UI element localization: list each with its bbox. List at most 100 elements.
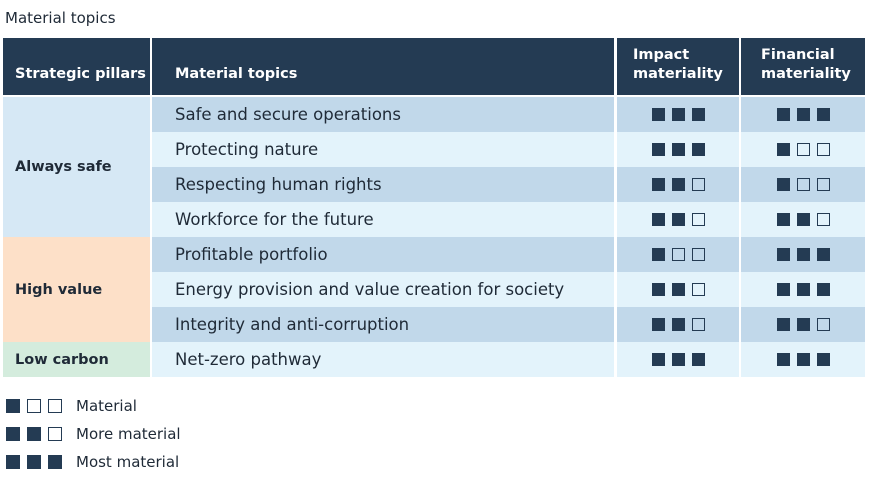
- legend-label: More material: [76, 425, 181, 443]
- legend-square-filled: [48, 455, 62, 469]
- legend-square-filled: [6, 427, 20, 441]
- impact-square-filled: [671, 143, 685, 156]
- material-topic-label: Net-zero pathway: [152, 342, 614, 377]
- impact-square-filled: [651, 108, 665, 121]
- financial-square-empty: [796, 178, 810, 191]
- impact-square-empty: [691, 213, 705, 226]
- pillar-high-value: High value: [3, 237, 150, 342]
- impact-materiality-rating: [617, 307, 739, 342]
- financial-materiality-rating: [741, 237, 865, 272]
- impact-square-filled: [651, 248, 665, 261]
- impact-square-filled: [691, 353, 705, 366]
- table-row: Safe and secure operations: [152, 97, 865, 132]
- impact-materiality-rating: [617, 342, 739, 377]
- financial-square-filled: [796, 353, 810, 366]
- financial-square-filled: [776, 178, 790, 191]
- financial-square-filled: [816, 108, 830, 121]
- impact-square-empty: [671, 248, 685, 261]
- financial-materiality-rating: [741, 272, 865, 307]
- header-impact-line1: Impact: [633, 47, 690, 63]
- financial-materiality-rating: [741, 342, 865, 377]
- table-row: Respecting human rights: [152, 167, 865, 202]
- financial-materiality-rating: [741, 202, 865, 237]
- table-header: Strategic pillars Material topics Impact…: [3, 38, 865, 95]
- impact-square-filled: [671, 213, 685, 226]
- financial-square-empty: [816, 143, 830, 156]
- header-material-topics: Material topics: [152, 38, 614, 95]
- table-row: Profitable portfolio: [152, 237, 865, 272]
- financial-square-filled: [796, 283, 810, 296]
- impact-square-empty: [691, 283, 705, 296]
- impact-square-filled: [651, 178, 665, 191]
- financial-square-filled: [776, 213, 790, 226]
- header-financial-line1: Financial: [761, 47, 835, 63]
- financial-square-filled: [816, 283, 830, 296]
- financial-square-filled: [776, 143, 790, 156]
- header-financial-line2: materiality: [761, 66, 851, 82]
- impact-square-empty: [691, 178, 705, 191]
- impact-square-filled: [691, 143, 705, 156]
- impact-square-filled: [651, 213, 665, 226]
- financial-materiality-rating: [741, 97, 865, 132]
- financial-square-filled: [776, 353, 790, 366]
- financial-square-empty: [816, 318, 830, 331]
- legend-label: Most material: [76, 453, 180, 471]
- material-topic-label: Energy provision and value creation for …: [152, 272, 614, 307]
- table-row: Workforce for the future: [152, 202, 865, 237]
- header-impact-materiality: Impact materiality: [617, 38, 739, 95]
- impact-square-filled: [671, 318, 685, 331]
- financial-square-empty: [816, 213, 830, 226]
- table-row: Protecting nature: [152, 132, 865, 167]
- material-topic-label: Protecting nature: [152, 132, 614, 167]
- table-row: Net-zero pathway: [152, 342, 865, 377]
- financial-square-filled: [816, 248, 830, 261]
- legend-label: Material: [76, 397, 137, 415]
- pillar-low-carbon: Low carbon: [3, 342, 150, 377]
- material-topic-label: Safe and secure operations: [152, 97, 614, 132]
- impact-materiality-rating: [617, 97, 739, 132]
- impact-square-filled: [671, 178, 685, 191]
- legend-square-filled: [6, 455, 20, 469]
- impact-square-filled: [691, 108, 705, 121]
- header-strategic-pillars: Strategic pillars: [3, 38, 150, 95]
- financial-square-filled: [796, 248, 810, 261]
- financial-square-filled: [796, 108, 810, 121]
- legend-square-empty: [48, 427, 62, 441]
- impact-materiality-rating: [617, 237, 739, 272]
- impact-materiality-rating: [617, 272, 739, 307]
- impact-square-empty: [691, 248, 705, 261]
- financial-materiality-rating: [741, 307, 865, 342]
- impact-materiality-rating: [617, 167, 739, 202]
- legend-square-empty: [48, 399, 62, 413]
- material-topic-label: Profitable portfolio: [152, 237, 614, 272]
- legend-square-filled: [6, 399, 20, 413]
- financial-square-filled: [776, 108, 790, 121]
- material-topic-label: Integrity and anti-corruption: [152, 307, 614, 342]
- financial-materiality-rating: [741, 167, 865, 202]
- legend-square-filled: [27, 455, 41, 469]
- legend-square-filled: [27, 427, 41, 441]
- financial-square-empty: [796, 143, 810, 156]
- table-row: Energy provision and value creation for …: [152, 272, 865, 307]
- impact-square-filled: [671, 353, 685, 366]
- impact-square-filled: [651, 283, 665, 296]
- impact-square-empty: [691, 318, 705, 331]
- impact-materiality-rating: [617, 202, 739, 237]
- impact-square-filled: [651, 353, 665, 366]
- financial-square-filled: [776, 283, 790, 296]
- financial-square-filled: [796, 318, 810, 331]
- impact-square-filled: [671, 283, 685, 296]
- financial-square-filled: [776, 248, 790, 261]
- impact-square-filled: [671, 108, 685, 121]
- impact-square-filled: [651, 143, 665, 156]
- table-caption: Material topics: [5, 9, 116, 27]
- header-impact-line2: materiality: [633, 66, 723, 82]
- pillar-always-safe: Always safe: [3, 97, 150, 237]
- legend-item: More material: [6, 425, 181, 443]
- header-financial-materiality: Financial materiality: [741, 38, 865, 95]
- impact-square-filled: [651, 318, 665, 331]
- material-topic-label: Workforce for the future: [152, 202, 614, 237]
- financial-materiality-rating: [741, 132, 865, 167]
- material-topic-label: Respecting human rights: [152, 167, 614, 202]
- table-row: Integrity and anti-corruption: [152, 307, 865, 342]
